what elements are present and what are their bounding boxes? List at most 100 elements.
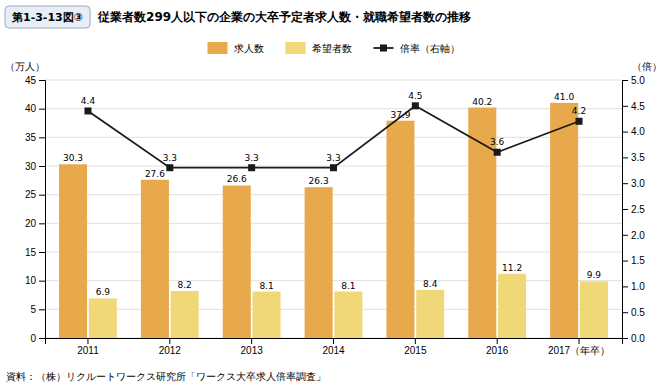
tick-label: 25: [25, 189, 37, 200]
tick-mark: [39, 166, 45, 167]
data-label: 37.9: [390, 110, 410, 120]
legend-swatch: [208, 42, 228, 54]
tick-label: 2.5: [631, 204, 645, 215]
marker: [412, 102, 419, 109]
tick-mark: [622, 312, 628, 313]
y-axis: 051015202530354045: [25, 75, 46, 344]
data-label: 6.9: [96, 287, 111, 297]
tick-mark: [622, 157, 628, 158]
tick-label: 2.0: [631, 230, 645, 241]
x-axis: 2011201220132014201520162017（年卒）: [46, 338, 623, 356]
tick: 45: [25, 75, 45, 86]
tick-mark: [622, 106, 628, 107]
tick-label: 2011: [77, 345, 99, 356]
legend-item: 倍率（右軸）: [374, 43, 460, 54]
tick-mark: [39, 195, 45, 196]
axis-line: [46, 339, 623, 345]
axis-line: [39, 81, 46, 339]
bar: [253, 292, 281, 338]
y-axis-title: （万人）: [5, 61, 45, 72]
tick-mark: [39, 252, 45, 253]
tick: 2.0: [622, 230, 645, 241]
grid-line: [45, 280, 622, 281]
tick: 2011: [77, 338, 99, 356]
tick: 0.0: [622, 333, 645, 344]
tick: 2013: [241, 338, 264, 356]
tick-label: 0.0: [631, 333, 645, 344]
bar: [416, 290, 444, 338]
bar: [498, 274, 526, 338]
tick-label: 40: [25, 103, 37, 114]
tick-label: 0.5: [631, 307, 645, 318]
tick-mark: [39, 109, 45, 110]
footer: 資料：（株）リクルートワークス研究所「ワークス大卒求人倍率調査」: [6, 371, 326, 382]
data-label: 4.4: [81, 96, 96, 106]
bar: [550, 103, 578, 338]
tick-mark: [39, 338, 45, 339]
tick: 3.0: [622, 178, 645, 189]
data-label: 27.6: [145, 169, 165, 179]
legend-swatch: [380, 45, 387, 52]
tick-mark: [622, 286, 628, 287]
data-label: 3.3: [163, 153, 177, 163]
data-label: 41.0: [554, 92, 574, 102]
tick-label: 2015: [404, 345, 427, 356]
grid-line: [45, 80, 622, 81]
tick-mark: [497, 338, 498, 344]
tick: 30: [25, 161, 45, 172]
tick: 0.5: [622, 307, 645, 318]
tick-mark: [333, 338, 334, 344]
tick-mark: [579, 338, 580, 344]
tick: 35: [25, 132, 45, 143]
marker: [330, 164, 337, 171]
data-label: 8.1: [341, 281, 355, 291]
chart: 第1-3-13図③従業者数299人以下の企業の大卒予定者求人数・就職希望者数の推…: [0, 0, 667, 386]
data-label: 4.2: [572, 106, 586, 116]
data-label: 26.3: [309, 176, 329, 186]
bar-series: [59, 103, 578, 338]
legend-item: 希望者数: [286, 42, 352, 54]
tick-label: 2016: [486, 345, 509, 356]
tick-mark: [39, 137, 45, 138]
bar: [89, 298, 117, 338]
marker: [576, 118, 583, 125]
tick-label: 2017（年卒）: [548, 345, 610, 356]
tick-label: 20: [25, 218, 37, 229]
marker: [84, 107, 91, 114]
legend-swatch: [286, 42, 306, 54]
y2-axis-title: （倍）: [632, 61, 662, 72]
tick-mark: [415, 338, 416, 344]
bar: [386, 121, 414, 338]
tick-mark: [622, 132, 628, 133]
tick: 15: [25, 247, 45, 258]
axis-line: [623, 81, 629, 339]
data-label: 8.1: [259, 281, 273, 291]
tick-mark: [622, 209, 628, 210]
bar: [59, 164, 87, 338]
marks: [59, 102, 608, 338]
tick-label: 0: [30, 333, 36, 344]
tick-mark: [39, 309, 45, 310]
tick-label: 1.5: [631, 255, 645, 266]
tick: 4.5: [622, 101, 645, 112]
tick-label: 2012: [159, 345, 182, 356]
tick-mark: [39, 223, 45, 224]
marker: [166, 164, 173, 171]
grid-line: [45, 108, 622, 109]
tick-mark: [251, 338, 252, 344]
bar: [334, 292, 362, 338]
legend: 求人数 希望者数 倍率（右軸）: [208, 42, 460, 54]
data-label: 26.6: [227, 174, 247, 184]
bar: [223, 185, 251, 338]
header-label: 第1-3-13図③: [11, 11, 83, 24]
data-label: 30.3: [63, 153, 83, 163]
bar-series: [89, 274, 608, 338]
legend-label: 求人数: [234, 43, 264, 54]
tick: 5.0: [622, 75, 645, 86]
tick-label: 5: [30, 304, 36, 315]
tick-label: 15: [25, 247, 37, 258]
grid-line: [45, 194, 622, 195]
header-box: [5, 6, 90, 28]
tick-label: 3.0: [631, 178, 645, 189]
tick-mark: [39, 80, 45, 81]
